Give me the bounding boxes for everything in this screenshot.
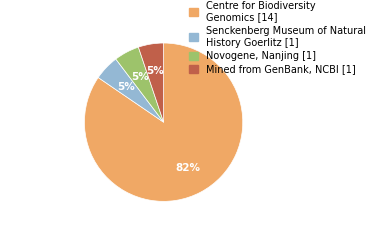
Wedge shape bbox=[138, 43, 164, 122]
Wedge shape bbox=[116, 47, 164, 122]
Text: 5%: 5% bbox=[146, 66, 164, 76]
Text: 5%: 5% bbox=[117, 82, 135, 92]
Text: 82%: 82% bbox=[175, 163, 200, 173]
Wedge shape bbox=[98, 59, 164, 122]
Legend: Centre for Biodiversity
Genomics [14], Senckenberg Museum of Natural
History Goe: Centre for Biodiversity Genomics [14], S… bbox=[187, 0, 367, 76]
Text: 5%: 5% bbox=[131, 72, 149, 82]
Wedge shape bbox=[84, 43, 243, 201]
